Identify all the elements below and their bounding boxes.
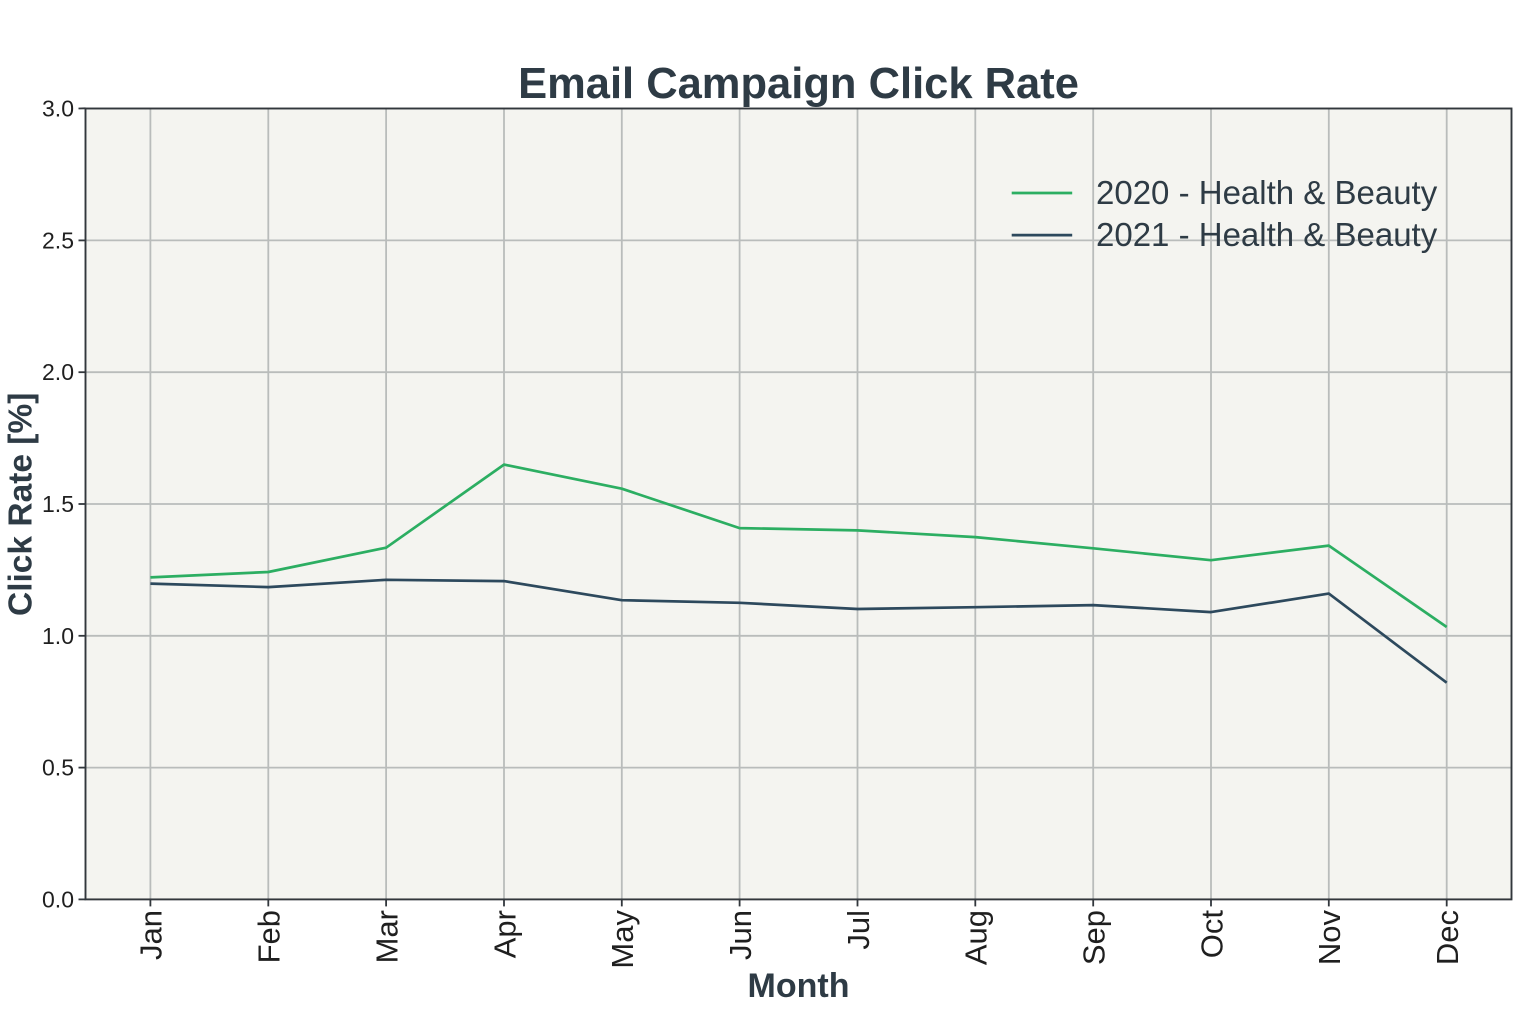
svg-text:2020 - Health & Beauty: 2020 - Health & Beauty xyxy=(1096,174,1438,211)
svg-text:1.5: 1.5 xyxy=(42,491,74,517)
svg-text:Aug: Aug xyxy=(959,910,994,965)
svg-text:Month: Month xyxy=(748,967,850,1005)
svg-text:Dec: Dec xyxy=(1430,910,1465,965)
svg-text:Email Campaign Click Rate: Email Campaign Click Rate xyxy=(518,60,1079,108)
svg-text:0.0: 0.0 xyxy=(42,886,74,912)
svg-text:2021 - Health & Beauty: 2021 - Health & Beauty xyxy=(1096,216,1438,253)
svg-text:Feb: Feb xyxy=(252,910,287,963)
svg-text:Click Rate [%]: Click Rate [%] xyxy=(3,393,40,616)
svg-text:Jan: Jan xyxy=(134,910,169,960)
svg-text:3.0: 3.0 xyxy=(42,96,74,122)
svg-text:Apr: Apr xyxy=(487,910,522,958)
svg-text:Jun: Jun xyxy=(723,910,758,960)
svg-text:Nov: Nov xyxy=(1312,910,1347,966)
svg-text:1.0: 1.0 xyxy=(42,623,74,649)
svg-text:Jul: Jul xyxy=(841,910,876,950)
svg-text:0.5: 0.5 xyxy=(42,755,74,781)
svg-text:2.5: 2.5 xyxy=(42,227,74,253)
svg-text:May: May xyxy=(605,910,640,969)
svg-text:2.0: 2.0 xyxy=(42,359,74,385)
svg-text:Sep: Sep xyxy=(1077,910,1112,965)
svg-text:Oct: Oct xyxy=(1194,910,1229,959)
svg-text:Mar: Mar xyxy=(369,910,404,963)
